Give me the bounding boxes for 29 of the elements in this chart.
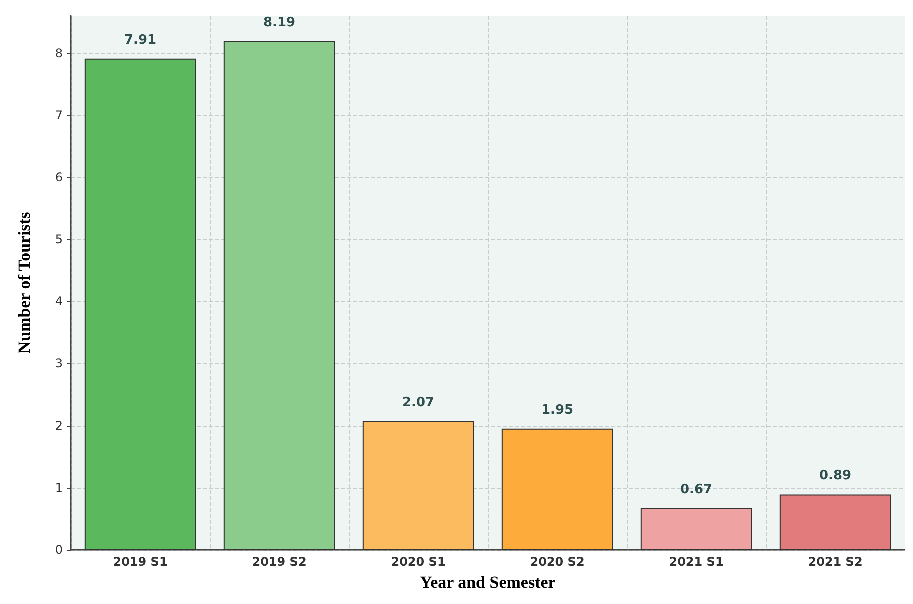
data-label: 0.89 bbox=[819, 468, 852, 484]
x-tick-label: 2020 S2 bbox=[530, 555, 585, 569]
y-axis-title: Number of Tourists bbox=[15, 212, 34, 354]
y-tick-label: 6 bbox=[55, 170, 63, 184]
bar bbox=[640, 508, 752, 550]
x-tick-label: 2021 S2 bbox=[808, 555, 863, 569]
y-tick-label: 7 bbox=[55, 108, 63, 122]
data-label: 0.67 bbox=[680, 482, 713, 498]
x-tick-label: 2019 S1 bbox=[113, 555, 168, 569]
y-tick-label: 1 bbox=[55, 480, 63, 495]
bar bbox=[84, 58, 196, 550]
data-label: 8.19 bbox=[263, 15, 296, 30]
bar bbox=[362, 421, 474, 550]
data-label: 2.07 bbox=[402, 395, 435, 410]
y-tick-label: 2 bbox=[55, 418, 63, 433]
x-tick-label: 2021 S1 bbox=[669, 555, 724, 569]
y-tick-label: 5 bbox=[55, 232, 63, 247]
y-tick-label: 3 bbox=[55, 356, 63, 371]
x-tick-label: 2019 S2 bbox=[252, 555, 307, 569]
bar bbox=[224, 41, 336, 550]
data-label: 7.91 bbox=[124, 32, 157, 48]
y-tick-label: 8 bbox=[55, 46, 63, 60]
y-tick-label: 4 bbox=[55, 294, 63, 309]
x-axis-title: Year and Semester bbox=[420, 573, 556, 592]
data-label: 1.95 bbox=[541, 402, 574, 418]
bar bbox=[780, 494, 892, 550]
x-tick-label: 2020 S1 bbox=[391, 555, 446, 569]
y-tick-label: 0 bbox=[55, 543, 63, 557]
bar bbox=[502, 428, 614, 550]
